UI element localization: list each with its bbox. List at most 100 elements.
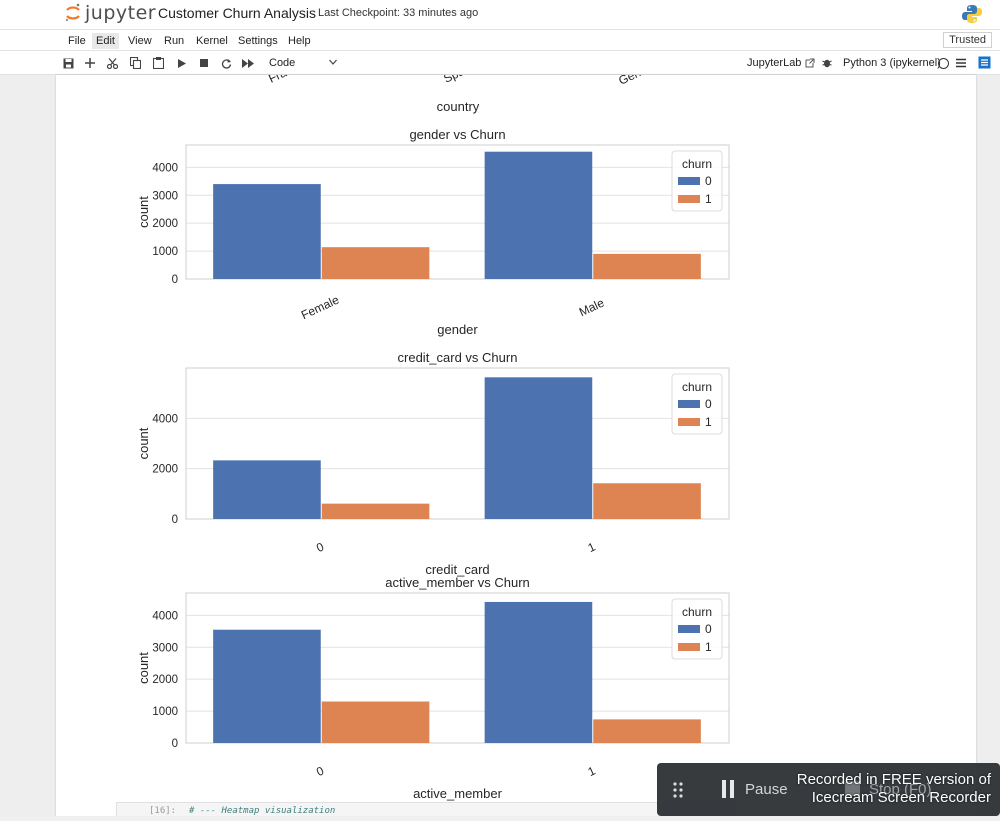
chart-title: gender vs Churn	[409, 127, 505, 142]
y-tick-label: 0	[172, 514, 178, 526]
legend-swatch	[678, 418, 700, 426]
property-inspector-icon[interactable]	[978, 56, 991, 69]
menu-settings[interactable]: Settings	[238, 35, 278, 47]
code-comment[interactable]: # --- Heatmap visualization	[189, 806, 336, 816]
chart-2: credit_card vs Churn 0 2000 4000 0 1 count cred…	[136, 350, 730, 577]
menu-edit[interactable]: Edit	[92, 33, 119, 49]
notebook-header: jupyter Customer Churn Analysis Last Che…	[0, 0, 1000, 29]
x-tick-label: 0	[314, 763, 326, 779]
menu-run[interactable]: Run	[164, 35, 185, 47]
pause-icon[interactable]	[721, 780, 735, 798]
x-tick-label: 1	[586, 763, 598, 779]
bar-1-churn-0	[484, 377, 593, 519]
y-axis-label: count	[136, 427, 151, 459]
add-cell-icon[interactable]	[82, 55, 98, 71]
x-tick-label: 1	[586, 539, 598, 555]
notebook-scroll-area[interactable]: France Spain Germany country gender vs Churn…	[0, 75, 1000, 821]
screen-recorder-overlay: Pause Stop (F0) Recorded in FREE version…	[657, 763, 1000, 816]
prev-tick-label: Germany	[616, 75, 667, 88]
debugger-bug-icon[interactable]	[822, 58, 832, 68]
stop-label[interactable]: Stop (F0)	[869, 781, 932, 798]
menu-kernel[interactable]: Kernel	[196, 35, 228, 47]
legend-label: 1	[705, 640, 712, 654]
y-axis-label: count	[136, 196, 151, 228]
pause-label[interactable]: Pause	[745, 781, 788, 798]
run-icon[interactable]	[174, 55, 190, 71]
y-tick-label: 0	[172, 274, 178, 286]
python-logo-icon	[962, 5, 982, 23]
legend-swatch	[678, 625, 700, 633]
bar-0-churn-1	[321, 503, 430, 519]
cell-type-dropdown[interactable]: Code	[266, 55, 340, 71]
y-tick-label: 4000	[152, 610, 178, 622]
bar-1-churn-0	[484, 601, 593, 743]
legend-label: 1	[705, 192, 712, 206]
jupyterlab-link[interactable]: JupyterLab	[747, 57, 815, 69]
trusted-indicator[interactable]: Trusted	[943, 32, 992, 48]
watermark-line-2: Icecream Screen Recorder	[811, 789, 991, 806]
bar-0-churn-1	[321, 701, 430, 743]
x-axis-label: active_member	[413, 786, 503, 801]
notebook-title[interactable]: Customer Churn Analysis	[158, 5, 316, 21]
kernel-name[interactable]: Python 3 (ipykernel)	[843, 57, 941, 69]
menu-view[interactable]: View	[128, 35, 152, 47]
y-tick-label: 2000	[152, 674, 178, 686]
y-tick-label: 0	[172, 738, 178, 750]
x-axis-label: gender	[437, 322, 478, 337]
legend-swatch	[678, 177, 700, 185]
x-axis-label: credit_card	[425, 562, 489, 577]
y-tick-label: 2000	[152, 218, 178, 230]
y-tick-label: 1000	[152, 706, 178, 718]
cell-output-charts: France Spain Germany country gender vs Churn…	[136, 75, 730, 801]
bar-0-churn-0	[213, 460, 321, 519]
legend-swatch	[678, 195, 700, 203]
bar-Male-churn-0	[484, 151, 593, 279]
plot-frame	[185, 367, 730, 520]
copy-icon[interactable]	[127, 55, 143, 71]
cell-type-value: Code	[269, 57, 296, 69]
stop-icon[interactable]	[845, 781, 860, 796]
y-tick-label: 2000	[152, 464, 178, 476]
chevron-down-icon	[329, 59, 337, 65]
plot-frame	[185, 592, 730, 744]
watermark-line-1: Recorded in FREE version of	[796, 771, 991, 788]
legend-title: churn	[682, 157, 712, 171]
chart-3: active_member vs Churn 0 1000 2000 3000 4000 0…	[136, 575, 730, 801]
y-tick-label: 4000	[152, 413, 178, 425]
bar-0-churn-0	[213, 629, 321, 743]
bar-Female-churn-1	[321, 247, 430, 279]
bar-Female-churn-0	[213, 184, 321, 279]
save-icon[interactable]	[60, 55, 76, 71]
legend-title: churn	[682, 380, 712, 394]
notebook-panel: France Spain Germany country gender vs Churn…	[56, 75, 976, 821]
external-link-icon	[805, 58, 815, 68]
restart-icon[interactable]	[218, 55, 234, 71]
prev-tick-label: France	[266, 75, 306, 86]
bar-1-churn-1	[593, 483, 701, 519]
legend-label: 0	[705, 622, 712, 636]
y-tick-label: 3000	[152, 642, 178, 654]
prev-x-axis-label: country	[437, 99, 480, 114]
menu-lines-icon[interactable]	[956, 58, 966, 68]
legend-swatch	[678, 400, 700, 408]
x-tick-label: Female	[299, 292, 341, 322]
recorder-watermark: Recorded in FREE version of Icecream Scr…	[763, 771, 991, 807]
bar-Male-churn-1	[593, 253, 701, 279]
jupyter-logo[interactable]: jupyter	[64, 2, 156, 24]
kernel-status-icon	[938, 58, 949, 69]
menu-file[interactable]: File	[68, 35, 86, 47]
last-checkpoint: Last Checkpoint: 33 minutes ago	[318, 7, 479, 19]
cut-icon[interactable]	[104, 55, 120, 71]
drag-handle-icon[interactable]	[673, 782, 683, 798]
legend-label: 1	[705, 415, 712, 429]
cell-prompt: [16]:	[149, 806, 177, 816]
stop-icon[interactable]	[196, 55, 212, 71]
notebook-toolbar: Code JupyterLab Python 3 (ipykernel)	[0, 51, 1000, 75]
menu-bar: File Edit View Run Kernel Settings Help …	[0, 29, 1000, 51]
x-tick-label: Male	[577, 295, 607, 319]
legend-label: 0	[705, 174, 712, 188]
paste-icon[interactable]	[150, 55, 166, 71]
fast-forward-icon[interactable]	[240, 55, 256, 71]
menu-help[interactable]: Help	[288, 35, 311, 47]
y-tick-label: 1000	[152, 246, 178, 258]
